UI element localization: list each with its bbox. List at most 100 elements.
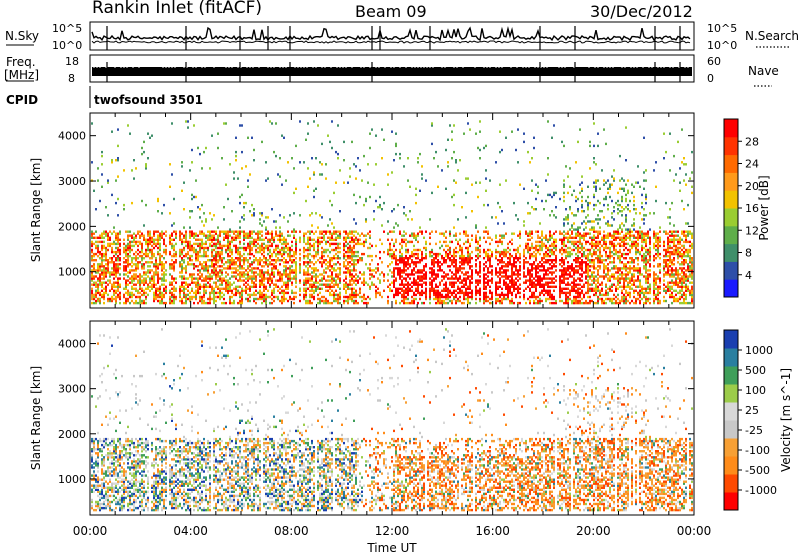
power-cell <box>145 281 147 284</box>
power-cell <box>91 230 93 233</box>
power-cell <box>519 183 521 186</box>
power-cell <box>565 269 567 272</box>
power-cell <box>249 265 251 268</box>
power-cell <box>243 271 245 274</box>
power-cell <box>313 267 315 270</box>
power-cell <box>291 157 293 160</box>
power-cell <box>199 244 201 248</box>
power-cell <box>437 269 439 272</box>
power-cell <box>183 259 185 262</box>
power-cell <box>397 203 399 207</box>
power-cell <box>353 291 355 295</box>
power-cell <box>529 238 531 241</box>
power-cell <box>487 252 489 256</box>
power-cell <box>263 238 265 241</box>
power-cell <box>355 273 357 276</box>
power-cell <box>537 275 539 278</box>
power-cell <box>247 273 249 276</box>
power-cell <box>127 238 129 241</box>
power-cell <box>421 279 423 282</box>
power-cell <box>139 299 141 303</box>
power-cell <box>559 259 561 262</box>
power-cell <box>455 289 457 292</box>
power-cell <box>179 254 181 258</box>
power-cell <box>257 238 259 241</box>
power-cell <box>423 246 425 250</box>
power-cell <box>381 295 383 299</box>
power-cell <box>141 289 143 292</box>
power-cell <box>117 254 119 258</box>
power-cell <box>197 285 199 288</box>
power-cell <box>199 271 201 274</box>
power-cell <box>103 287 105 290</box>
power-cell <box>289 275 291 278</box>
power-cell <box>229 299 231 303</box>
power-cell <box>523 273 525 276</box>
power-cell <box>459 275 461 278</box>
power-cell <box>203 301 205 305</box>
power-cell <box>241 275 243 278</box>
power-cell <box>567 222 569 225</box>
power-cell <box>303 161 305 164</box>
power-cell <box>193 301 195 305</box>
power-cell <box>517 273 519 276</box>
power-cell <box>563 267 565 270</box>
power-cell <box>293 261 295 264</box>
power-cell <box>299 238 301 241</box>
power-cell <box>405 263 407 266</box>
power-cell <box>417 240 419 244</box>
power-cell <box>247 283 249 286</box>
power-cell <box>139 281 141 284</box>
power-cell <box>255 293 257 297</box>
power-cell <box>291 254 293 258</box>
power-cell <box>207 238 209 241</box>
power-cell <box>413 297 415 301</box>
power-cell <box>185 269 187 272</box>
power-cell <box>135 267 137 270</box>
power-cell <box>377 291 379 295</box>
power-cell <box>509 285 511 288</box>
power-cell <box>273 267 275 270</box>
power-cell <box>525 275 527 278</box>
power-cell <box>103 259 105 262</box>
power-cell <box>211 259 213 262</box>
power-cell <box>161 293 163 297</box>
power-cell <box>207 236 209 239</box>
power-cell <box>569 265 571 268</box>
power-cell <box>113 297 115 301</box>
power-cell <box>313 297 315 301</box>
power-cell <box>99 293 101 297</box>
power-cell <box>445 261 447 264</box>
power-cell <box>479 254 481 258</box>
power-cell <box>353 252 355 256</box>
power-cell <box>377 277 379 280</box>
power-cell <box>519 291 521 295</box>
power-cell <box>101 295 103 299</box>
power-cell <box>211 250 213 254</box>
power-cell <box>539 261 541 264</box>
power-cell <box>451 195 453 199</box>
power-cell <box>403 289 405 292</box>
power-cell <box>141 254 143 258</box>
power-cell <box>283 297 285 301</box>
power-cell <box>115 246 117 250</box>
power-cell <box>555 275 557 278</box>
power-cell <box>419 293 421 297</box>
power-cell <box>431 124 433 127</box>
power-cell <box>253 159 255 162</box>
power-cell <box>147 293 149 297</box>
power-cell <box>191 259 193 262</box>
power-cell <box>411 271 413 274</box>
power-cell <box>325 232 327 235</box>
power-cell <box>115 259 117 262</box>
power-cell <box>543 267 545 270</box>
power-cell <box>459 232 461 235</box>
power-cell <box>335 181 337 184</box>
power-cell <box>479 291 481 295</box>
power-cell <box>179 295 181 299</box>
power-cell <box>173 295 175 299</box>
power-cell <box>563 179 565 182</box>
power-cell <box>399 287 401 290</box>
power-cell <box>241 167 243 170</box>
power-cell <box>505 297 507 301</box>
